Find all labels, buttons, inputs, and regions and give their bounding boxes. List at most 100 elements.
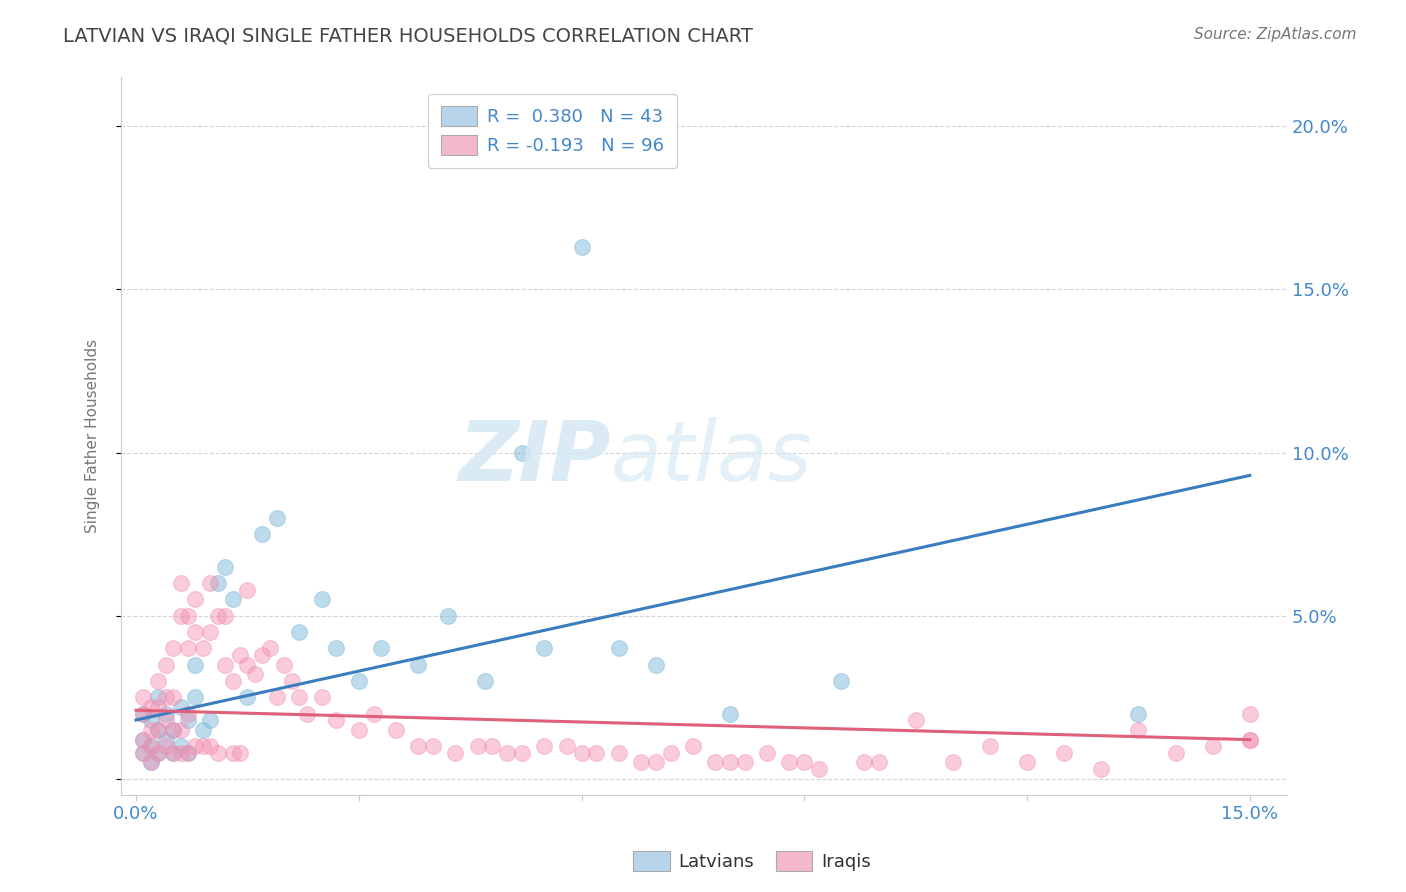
Text: atlas: atlas [610, 417, 813, 499]
Point [207, 608, 229, 623]
Point [474, 673, 496, 688]
Point [607, 641, 630, 656]
Point [347, 673, 370, 688]
Point [363, 706, 385, 721]
Point [793, 756, 815, 770]
Point [533, 739, 555, 753]
Point [607, 746, 630, 760]
Point [585, 746, 607, 760]
Point [184, 690, 207, 705]
Point [221, 592, 243, 607]
Point [325, 641, 347, 656]
Point [169, 746, 191, 760]
Point [139, 756, 162, 770]
Point [347, 723, 370, 737]
Point [169, 576, 191, 591]
Point [325, 713, 347, 727]
Text: Source: ZipAtlas.com: Source: ZipAtlas.com [1194, 27, 1357, 42]
Point [467, 739, 489, 753]
Point [385, 723, 408, 737]
Point [236, 657, 259, 672]
Point [200, 576, 222, 591]
Point [162, 690, 184, 705]
Point [184, 739, 207, 753]
Point [273, 657, 295, 672]
Point [644, 657, 666, 672]
Point [169, 608, 191, 623]
Point [852, 756, 875, 770]
Point [132, 746, 155, 760]
Point [533, 641, 555, 656]
Point [734, 756, 756, 770]
Point [437, 608, 460, 623]
Point [295, 706, 318, 721]
Point [132, 706, 155, 721]
Point [132, 746, 155, 760]
Point [288, 690, 311, 705]
Point [830, 673, 852, 688]
Point [139, 700, 162, 714]
Point [555, 739, 578, 753]
Point [169, 723, 191, 737]
Point [177, 746, 200, 760]
Point [155, 690, 177, 705]
Point [177, 641, 200, 656]
Point [200, 713, 222, 727]
Point [155, 713, 177, 727]
Point [191, 739, 214, 753]
Point [162, 746, 184, 760]
Point [184, 592, 207, 607]
Point [162, 723, 184, 737]
Point [184, 624, 207, 639]
Point [148, 746, 170, 760]
Point [281, 673, 304, 688]
Point [1164, 746, 1187, 760]
Point [904, 713, 927, 727]
Point [704, 756, 727, 770]
Point [200, 739, 222, 753]
Point [132, 690, 155, 705]
Point [1239, 706, 1261, 721]
Legend: R =  0.380   N = 43, R = -0.193   N = 96: R = 0.380 N = 43, R = -0.193 N = 96 [427, 94, 678, 168]
Point [139, 739, 162, 753]
Point [236, 690, 259, 705]
Point [155, 657, 177, 672]
Point [311, 690, 333, 705]
Point [266, 510, 288, 524]
Point [148, 700, 170, 714]
Point [496, 746, 519, 760]
Point [942, 756, 965, 770]
Point [207, 576, 229, 591]
Point [756, 746, 779, 760]
Point [139, 713, 162, 727]
Point [200, 624, 222, 639]
Point [184, 657, 207, 672]
Point [571, 240, 593, 254]
Point [778, 756, 800, 770]
Point [808, 762, 831, 776]
Point [155, 706, 177, 721]
Point [252, 527, 274, 541]
Point [288, 624, 311, 639]
Point [1090, 762, 1112, 776]
Point [139, 756, 162, 770]
Point [148, 690, 170, 705]
Point [139, 723, 162, 737]
Point [370, 641, 392, 656]
Point [243, 667, 266, 681]
Point [148, 746, 170, 760]
Point [177, 706, 200, 721]
Point [177, 608, 200, 623]
Point [148, 673, 170, 688]
Point [162, 723, 184, 737]
Point [644, 756, 666, 770]
Point [571, 746, 593, 760]
Point [214, 657, 236, 672]
Text: ZIP: ZIP [458, 417, 610, 499]
Point [214, 608, 236, 623]
Point [191, 641, 214, 656]
Point [221, 746, 243, 760]
Point [659, 746, 682, 760]
Point [406, 739, 429, 753]
Point [169, 700, 191, 714]
